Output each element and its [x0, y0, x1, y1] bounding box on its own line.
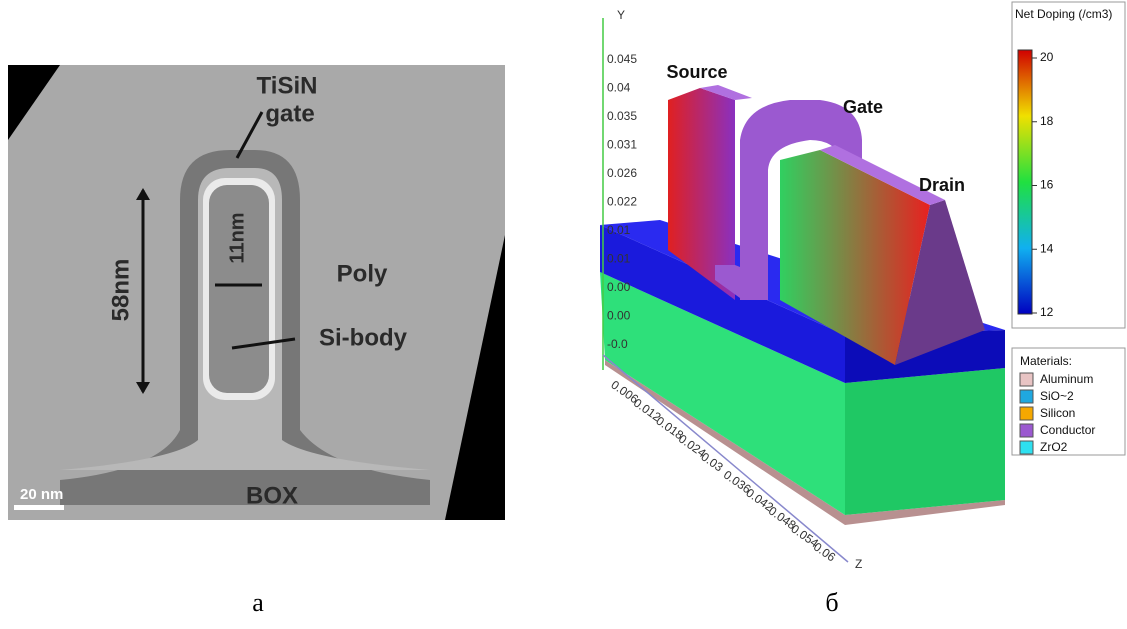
- y-tick-label: 0.01: [607, 223, 631, 237]
- material-label: SiO~2: [1040, 389, 1074, 403]
- y-tick-label: 0.035: [607, 109, 637, 123]
- label: 58nm: [107, 259, 134, 322]
- caption: a: [252, 588, 264, 617]
- colorbar-tick-label: 18: [1040, 114, 1054, 128]
- material-label: Aluminum: [1040, 372, 1093, 386]
- material-swatch: [1020, 424, 1033, 437]
- y-tick-label: 0.01: [607, 252, 631, 266]
- caption: б: [825, 588, 838, 617]
- y-tick-label: 0.04: [607, 81, 631, 95]
- y-tick-label: 0.031: [607, 138, 637, 152]
- colorbar-tick-label: 20: [1040, 50, 1054, 64]
- materials-title: Materials:: [1020, 354, 1072, 368]
- label: BOX: [246, 482, 298, 509]
- colorbar-title: Net Doping (/cm3): [1015, 7, 1112, 21]
- axis-label: Z: [855, 557, 862, 571]
- label: TiSiN: [257, 72, 318, 99]
- device-3d: [600, 85, 1005, 525]
- y-tick-label: 0.026: [607, 166, 637, 180]
- scale-label: 20 nm: [20, 486, 63, 503]
- y-tick-label: 0.00: [607, 280, 631, 294]
- axis-label: Y: [617, 8, 625, 22]
- label: Si-body: [319, 324, 408, 351]
- material-swatch: [1020, 390, 1033, 403]
- colorbar-tick-label: 14: [1040, 241, 1054, 255]
- colorbar-tick-label: 16: [1040, 178, 1054, 192]
- tem-image: TiSiN gate 58nm 11nm Poly Si-body BOX 20…: [8, 65, 505, 520]
- material-swatch: [1020, 407, 1033, 420]
- label: 11nm: [226, 212, 248, 263]
- material-swatch: [1020, 373, 1033, 386]
- figure: TiSiN gate 58nm 11nm Poly Si-body BOX 20…: [0, 0, 1127, 624]
- scale-bar: [14, 505, 64, 510]
- colorbar: [1018, 50, 1032, 314]
- region-label: Gate: [843, 97, 883, 117]
- material-label: ZrO2: [1040, 440, 1068, 454]
- material-swatch: [1020, 441, 1033, 454]
- y-tick-label: 0.045: [607, 52, 637, 66]
- label: gate: [265, 100, 314, 127]
- region-label: Source: [666, 62, 727, 82]
- material-label: Silicon: [1040, 406, 1075, 420]
- y-tick-label: 0.022: [607, 195, 637, 209]
- label: Poly: [337, 260, 388, 287]
- y-tick-label: -0.0: [607, 337, 628, 351]
- region-label: Drain: [919, 175, 965, 195]
- y-tick-label: 0.00: [607, 309, 631, 323]
- colorbar-tick-label: 12: [1040, 305, 1054, 319]
- material-label: Conductor: [1040, 423, 1095, 437]
- box-right: [845, 368, 1005, 515]
